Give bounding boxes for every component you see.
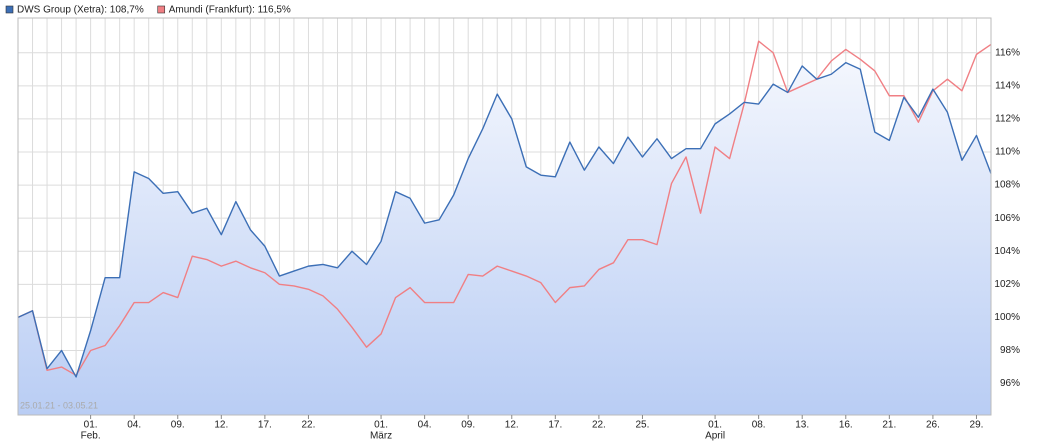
area-fill [18,62,991,415]
x-tick-label: 13. [795,420,809,431]
x-month-label: Feb. [81,431,101,442]
x-tick-label: 12. [214,420,228,431]
y-tick-label: 100% [994,312,1020,323]
y-tick-label: 108% [994,180,1020,191]
x-tick-label: 16. [839,420,853,431]
y-tick-label: 114% [995,80,1020,91]
y-tick-label: 102% [994,279,1020,290]
y-tick-label: 110% [995,147,1020,158]
series-line [17,61,992,378]
date-range: 25.01.21 - 03.05.21 [20,400,98,410]
x-month-label: April [705,431,725,442]
y-tick-label: 96% [1000,378,1020,389]
x-tick-label: 08. [752,420,766,431]
y-tick-label: 104% [994,246,1020,257]
y-tick-label: 106% [994,213,1020,224]
x-tick-label: 04. [127,420,141,431]
x-tick-label: 21. [882,420,896,431]
x-tick-label: 01. [708,420,722,431]
y-tick-label: 98% [1000,345,1020,356]
y-tick-label: 116% [995,47,1020,58]
legend-label: DWS Group (Xetra): 108,7% [17,5,144,16]
x-tick-label: 09. [461,420,475,431]
x-tick-label: 01. [84,420,98,431]
legend-label: Amundi (Frankfurt): 116,5% [169,5,291,16]
x-tick-label: 04. [418,420,432,431]
x-tick-label: 12. [505,420,519,431]
x-month-label: März [370,431,392,442]
x-tick-label: 22. [301,420,315,431]
x-tick-label: 17. [548,420,562,431]
legend-swatch [5,5,14,14]
x-tick-label: 17. [258,420,272,431]
x-tick-label: 01. [374,420,388,431]
y-tick-label: 112% [995,114,1020,125]
x-tick-label: 25. [636,420,650,431]
plot-border [17,17,992,416]
x-tick-label: 29. [970,420,984,431]
series-line [17,40,992,376]
x-tick-label: 09. [171,420,185,431]
x-tick-label: 22. [592,420,606,431]
legend-swatch [157,5,166,14]
x-tick-label: 26. [926,420,940,431]
